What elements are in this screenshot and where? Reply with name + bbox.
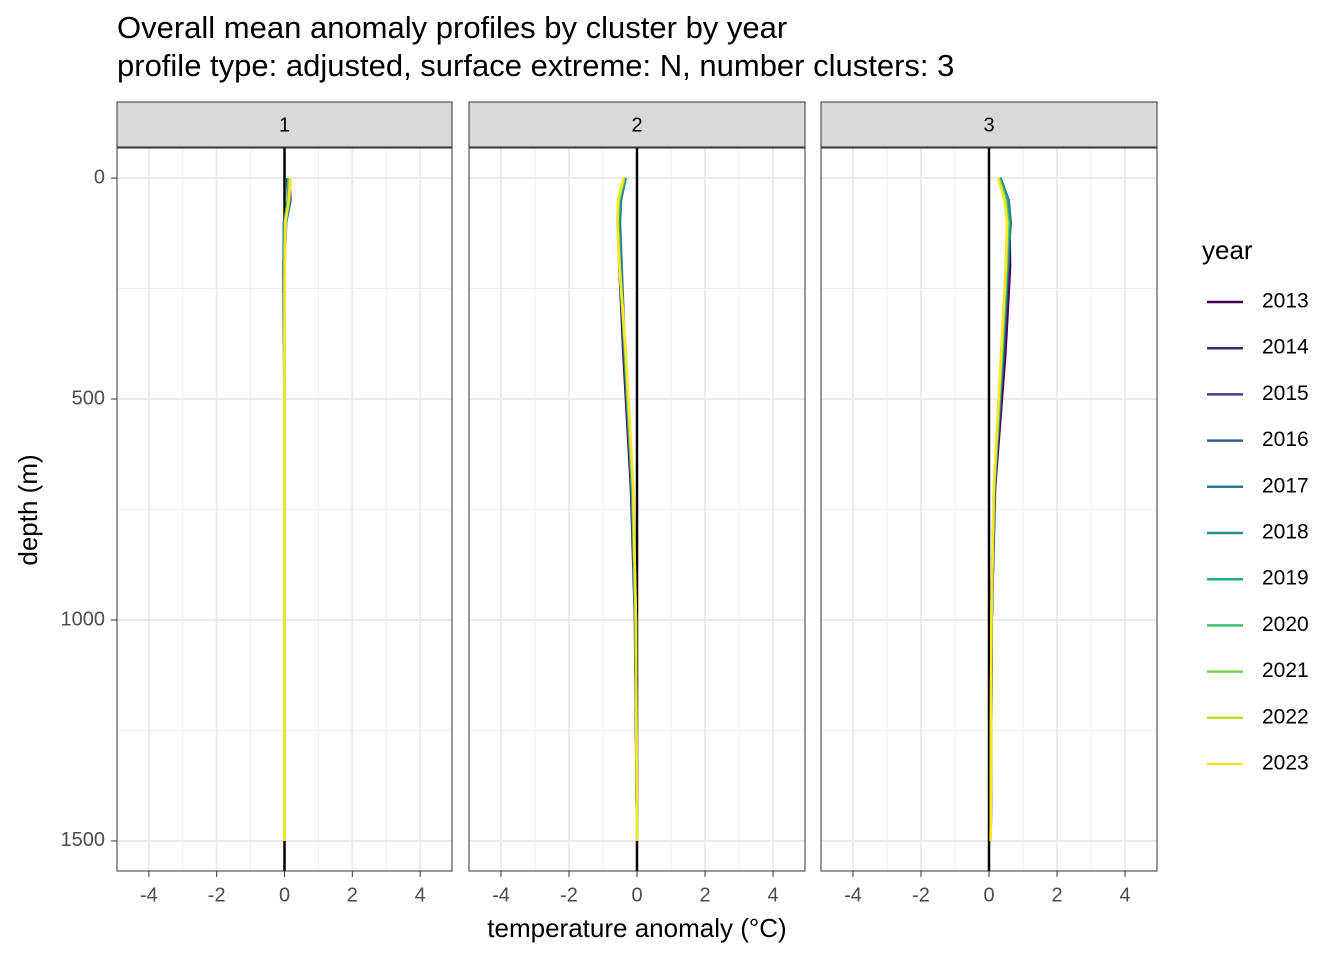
panel-border xyxy=(468,147,806,872)
x-tick-label: 0 xyxy=(631,884,642,906)
chart-title: Overall mean anomaly profiles by cluster… xyxy=(117,10,787,45)
legend-label: 2023 xyxy=(1262,752,1309,775)
y-tick-label: 0 xyxy=(94,166,105,188)
strip xyxy=(116,101,453,148)
x-tick-label: 2 xyxy=(347,884,358,906)
x-tick-label: -2 xyxy=(560,884,578,906)
legend-label: 2020 xyxy=(1262,613,1309,636)
y-axis-label: depth (m) xyxy=(13,454,43,565)
legend-title: year xyxy=(1202,235,1253,265)
x-tick-label: 4 xyxy=(767,884,778,906)
x-tick-label: 2 xyxy=(699,884,710,906)
legend-label: 2021 xyxy=(1262,659,1309,682)
strip xyxy=(468,101,806,148)
legend-label: 2017 xyxy=(1262,474,1309,497)
y-tick-label: 500 xyxy=(72,387,105,409)
legend-label: 2013 xyxy=(1262,290,1309,313)
x-tick-label: 0 xyxy=(983,884,994,906)
panel-border xyxy=(820,147,1158,872)
x-tick-label: -4 xyxy=(844,884,862,906)
x-tick-label: -2 xyxy=(912,884,930,906)
profile-line xyxy=(283,177,292,841)
strip-label: 2 xyxy=(631,114,642,136)
y-tick-label: 1000 xyxy=(61,608,106,630)
y-tick-label: 1500 xyxy=(61,829,106,851)
legend-label: 2022 xyxy=(1262,705,1309,728)
x-tick-label: -4 xyxy=(492,884,510,906)
legend-label: 2015 xyxy=(1262,382,1309,405)
legend-label: 2014 xyxy=(1262,336,1309,359)
x-tick-label: -4 xyxy=(140,884,158,906)
legend-label: 2018 xyxy=(1262,521,1309,544)
x-tick-label: -2 xyxy=(208,884,226,906)
strip-label: 3 xyxy=(983,114,994,136)
x-axis-label: temperature anomaly (°C) xyxy=(487,913,786,943)
x-tick-label: 2 xyxy=(1051,884,1062,906)
strip-label: 1 xyxy=(279,114,290,136)
x-tick-label: 4 xyxy=(415,884,426,906)
legend-label: 2019 xyxy=(1262,567,1309,590)
chart-subtitle: profile type: adjusted, surface extreme:… xyxy=(117,48,954,83)
profile-line xyxy=(989,177,1009,841)
panel-border xyxy=(116,147,453,872)
x-tick-label: 4 xyxy=(1119,884,1130,906)
strip xyxy=(820,101,1158,148)
x-tick-label: 0 xyxy=(279,884,290,906)
legend-label: 2016 xyxy=(1262,428,1309,451)
profile-line xyxy=(616,177,639,841)
